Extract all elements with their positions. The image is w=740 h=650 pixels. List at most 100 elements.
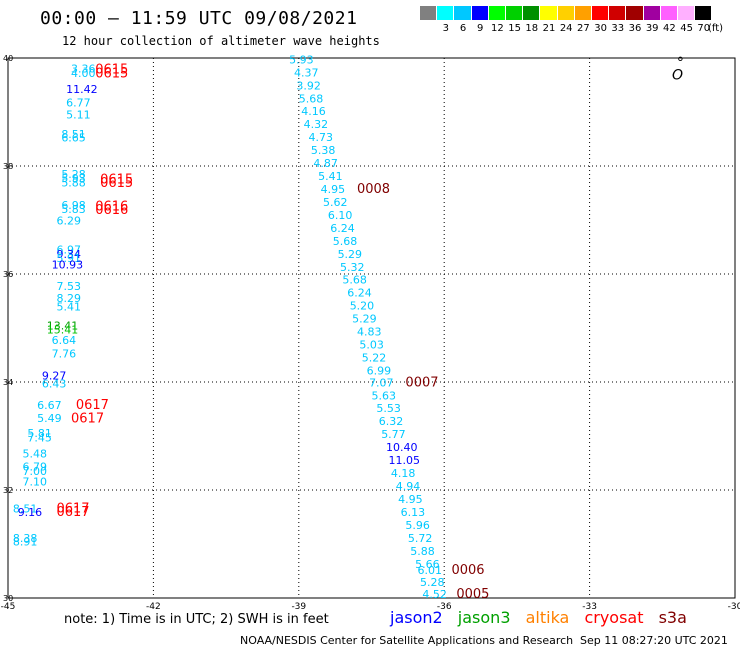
y-tick-label: 32 <box>3 486 13 495</box>
wave-height-label: 0005 <box>456 587 489 602</box>
color-swatch-label: 3 <box>442 23 449 34</box>
wave-height-label: 5.29 <box>338 248 363 261</box>
wave-height-label: 0616 <box>95 199 128 214</box>
footer-source: NOAA/NESDIS Center for Satellite Applica… <box>240 634 574 647</box>
color-swatch <box>592 6 610 20</box>
wave-height-label: 6.65 <box>61 132 86 145</box>
wave-height-label: 5.38 <box>311 144 336 157</box>
wave-height-label: 0006 <box>451 563 484 578</box>
wave-height-label: 5.53 <box>376 402 401 415</box>
wave-height-label: 6.24 <box>347 287 372 300</box>
wave-height-label: 5.68 <box>333 235 358 248</box>
wave-height-label: 6.01 <box>418 564 443 577</box>
color-swatch-label: 27 <box>577 23 590 34</box>
color-swatch-label: 45 <box>680 23 693 34</box>
wave-height-label: 9.16 <box>18 506 43 519</box>
wave-height-label: 6.97 <box>56 243 81 256</box>
wave-height-label: 4.16 <box>301 105 326 118</box>
wave-height-label: 5.91 <box>56 252 81 265</box>
wave-height-label: 5.77 <box>381 428 406 441</box>
color-swatch-label: 30 <box>594 23 607 34</box>
wave-height-label: 3.36 <box>71 63 96 76</box>
chart-subtitle: 12 hour collection of altimeter wave hei… <box>62 34 380 48</box>
wave-height-label: 4.18 <box>391 467 416 480</box>
wave-height-label: 5.03 <box>359 339 384 352</box>
wave-height-label: 5.63 <box>372 389 397 402</box>
color-swatch <box>660 6 678 20</box>
color-swatch-label: 12 <box>491 23 504 34</box>
wave-height-label: 8.91 <box>13 536 37 549</box>
wave-height-label: 5.41 <box>318 170 343 183</box>
wave-height-label: 7.07 <box>369 376 394 389</box>
color-swatch <box>557 6 575 20</box>
color-swatch <box>695 6 713 20</box>
color-swatch <box>540 6 558 20</box>
wave-height-label: 5.28 <box>61 168 86 181</box>
legend-altika: altika <box>525 608 570 627</box>
color-swatch <box>454 6 472 20</box>
color-swatch <box>488 6 506 20</box>
map-marker: O <box>672 68 683 84</box>
wave-height-label: 6.24 <box>330 222 355 235</box>
satellite-legend: jason2 jason3 altika cryosat s3a <box>390 608 697 627</box>
wave-height-label: 8.51 <box>13 503 37 516</box>
wave-height-label: 7.10 <box>23 476 48 489</box>
wave-height-label: 0615 <box>95 66 128 81</box>
wave-height-label: 9.34 <box>56 248 81 261</box>
color-swatch-label: 36 <box>628 23 642 34</box>
wave-height-label: 10.40 <box>386 441 418 454</box>
color-swatch <box>643 6 661 20</box>
wave-height-label: 6.79 <box>23 461 48 474</box>
color-swatch-label: 39 <box>645 23 659 34</box>
wave-height-label: 5.83 <box>61 203 86 216</box>
wave-height-label: 6.13 <box>401 506 426 519</box>
color-swatch-label: 9 <box>477 23 484 34</box>
wave-height-label: 0615 <box>100 172 133 187</box>
wave-height-label: 0617 <box>56 505 89 520</box>
wave-height-label: 4.95 <box>398 493 423 506</box>
wave-height-label: 5.41 <box>56 301 81 314</box>
wave-height-label: 5.68 <box>342 274 367 287</box>
wave-height-label: 4.83 <box>357 326 382 339</box>
y-tick-label: 30 <box>3 594 13 603</box>
wave-height-label: 13.41 <box>47 320 78 333</box>
wave-height-label: 6.67 <box>37 399 62 412</box>
y-tick-label: 34 <box>3 378 13 387</box>
x-tick-label: -36 <box>437 602 452 612</box>
wave-height-label: 4.32 <box>304 118 329 131</box>
wave-height-label: 5.72 <box>408 532 433 545</box>
color-swatch-label: 15 <box>508 23 521 34</box>
wave-height-label: 6.98 <box>61 199 86 212</box>
color-swatch <box>437 6 455 20</box>
wave-height-label: 6.43 <box>42 377 67 390</box>
y-tick-label: 36 <box>3 270 13 279</box>
color-swatch <box>574 6 592 20</box>
wave-height-label: 9.27 <box>42 369 67 382</box>
color-swatch-label: 33 <box>611 23 625 34</box>
wave-height-label: 0617 <box>71 412 104 427</box>
wave-height-label: 8.29 <box>56 292 81 305</box>
wave-height-label: 6.29 <box>56 214 81 227</box>
color-swatch-label: 42 <box>663 23 676 34</box>
wave-height-label: 0008 <box>357 182 390 197</box>
map-marker: ° <box>677 55 684 71</box>
legend-jason2: jason2 <box>390 608 443 627</box>
wave-height-label: 0615 <box>95 63 128 78</box>
legend-jason3: jason3 <box>457 608 511 627</box>
wave-height-label: 4.52 <box>422 588 447 601</box>
wave-height-label: 0617 <box>76 398 109 413</box>
color-swatch-label: 18 <box>525 23 539 34</box>
wave-height-label: 7.53 <box>56 280 81 293</box>
wave-height-label: 4.37 <box>294 66 319 79</box>
wave-height-label: 4.00 <box>71 67 96 80</box>
wave-height-label: 4.94 <box>396 480 421 493</box>
color-swatch <box>471 6 489 20</box>
y-tick-label: 40 <box>3 54 13 63</box>
wave-height-label: 8.38 <box>13 532 37 545</box>
color-swatch <box>420 6 438 20</box>
plot-frame <box>7 57 736 599</box>
wave-height-label: 7.76 <box>52 348 76 361</box>
wave-height-label: 5.29 <box>352 313 377 326</box>
legend-s3a: s3a <box>658 608 687 627</box>
